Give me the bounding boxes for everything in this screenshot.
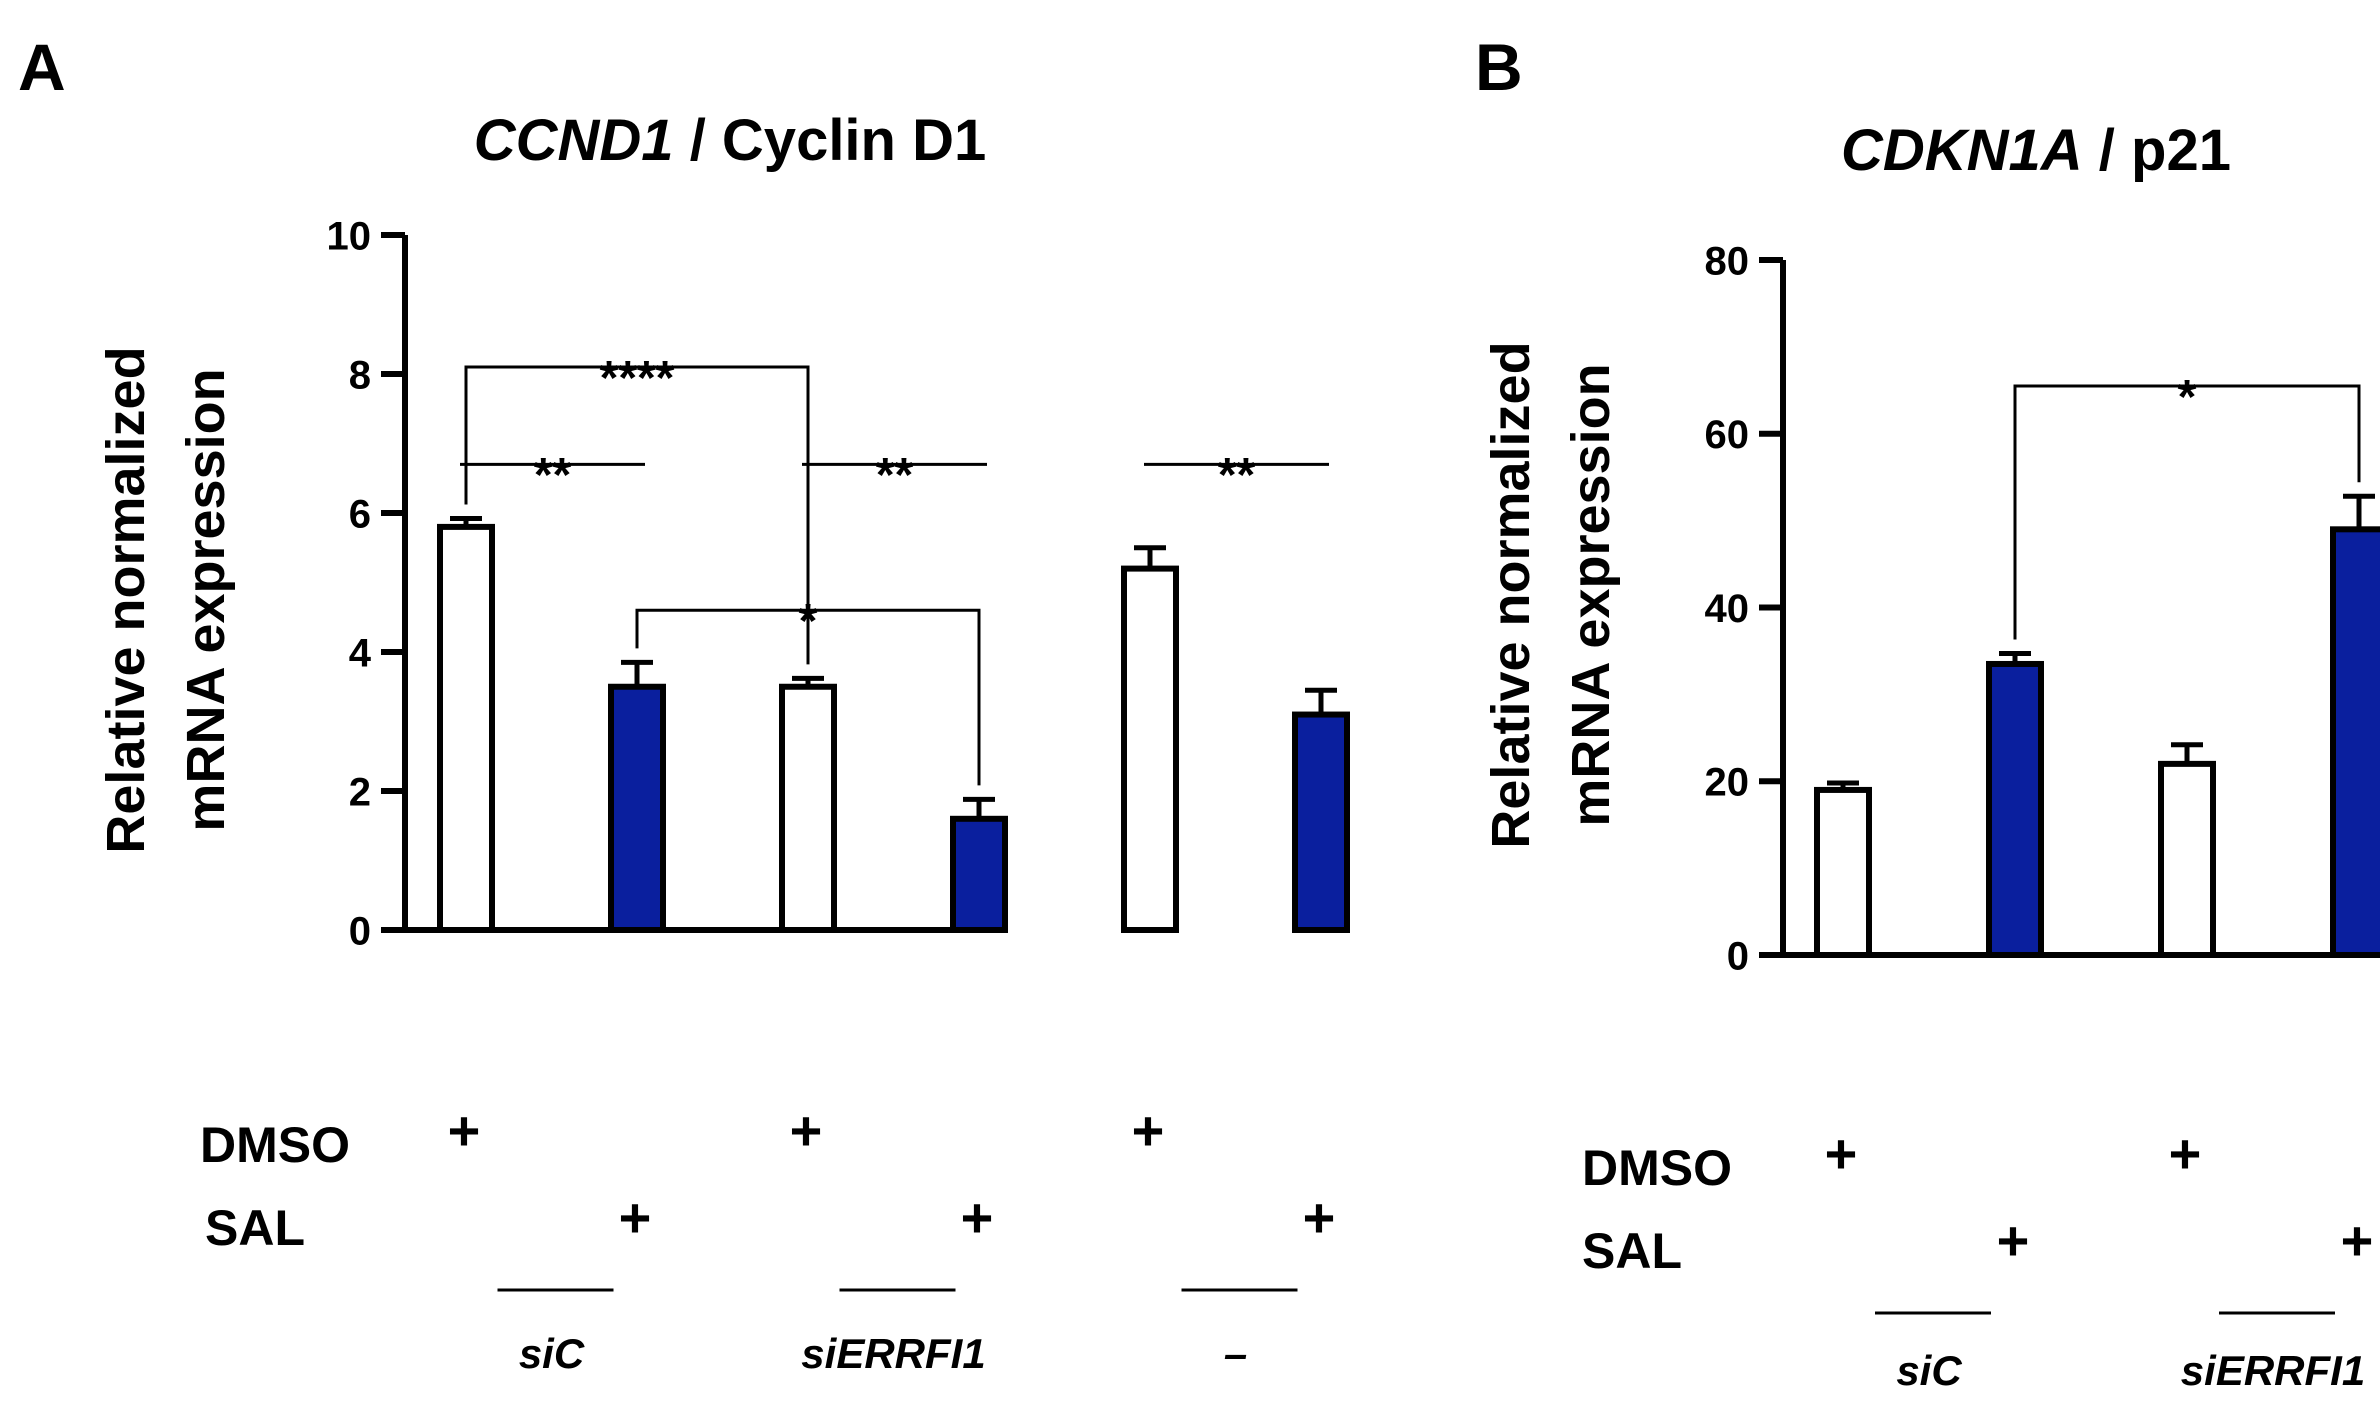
group-label: siC bbox=[519, 1330, 585, 1377]
significance-label: ** bbox=[534, 449, 572, 502]
panel-b: B CDKN1A / p21 Relative normalized mRNA exp… bbox=[1475, 30, 2380, 1394]
bar bbox=[779, 683, 837, 933]
sal-plus: + bbox=[961, 1186, 994, 1249]
y-tick-label: 60 bbox=[1705, 413, 1750, 457]
group-label: siERRFI1 bbox=[801, 1330, 985, 1377]
title-rest: / p21 bbox=[2083, 118, 2231, 183]
significance-label: ** bbox=[876, 449, 914, 502]
y-axis-label-line1: Relative normalized bbox=[96, 346, 156, 853]
bar bbox=[2330, 526, 2380, 958]
y-tick-label: 6 bbox=[349, 492, 371, 536]
significance-bracket bbox=[635, 608, 981, 786]
dmso-plus: + bbox=[1825, 1122, 1858, 1185]
sal-label: SAL bbox=[1582, 1223, 1682, 1279]
title-gene: CCND1 bbox=[474, 108, 674, 173]
bar bbox=[1292, 711, 1350, 933]
bar bbox=[608, 683, 666, 933]
sal-plus: + bbox=[1997, 1209, 2030, 1272]
sal-plus: + bbox=[619, 1186, 652, 1249]
chart-title: CCND1 / Cyclin D1 bbox=[474, 108, 986, 173]
bar bbox=[950, 815, 1008, 933]
group-label: siC bbox=[1896, 1347, 1962, 1394]
group-label: – bbox=[1224, 1330, 1247, 1377]
significance-label: **** bbox=[600, 352, 675, 405]
y-tick-label: 2 bbox=[349, 770, 371, 814]
bar bbox=[437, 523, 495, 934]
bar bbox=[1814, 786, 1872, 958]
y-axis-label-line1: Relative normalized bbox=[1481, 341, 1541, 848]
dmso-plus: + bbox=[790, 1099, 823, 1162]
panel-letter: B bbox=[1475, 30, 1523, 104]
group-label: siERRFI1 bbox=[2181, 1347, 2365, 1394]
y-tick-label: 10 bbox=[327, 214, 372, 258]
significance-bracket bbox=[464, 365, 810, 665]
bar bbox=[1121, 565, 1179, 933]
significance-label: * bbox=[2178, 371, 2197, 424]
title-rest: / Cyclin D1 bbox=[674, 108, 987, 173]
y-tick-label: 8 bbox=[349, 353, 371, 397]
dmso-plus: + bbox=[1132, 1099, 1165, 1162]
y-tick-label: 40 bbox=[1705, 587, 1750, 631]
y-axis-label-line2: mRNA expression bbox=[1561, 363, 1621, 826]
y-tick-label: 4 bbox=[349, 631, 372, 675]
bar bbox=[1986, 660, 2044, 958]
y-tick-label: 0 bbox=[349, 909, 371, 953]
chart-title: CDKN1A / p21 bbox=[1841, 118, 2231, 183]
panel-letter: A bbox=[18, 30, 66, 104]
sal-plus: + bbox=[2341, 1209, 2374, 1272]
dmso-label: DMSO bbox=[200, 1117, 350, 1173]
panel-a: A CCND1 / Cyclin D1 Relative normalized mRN… bbox=[18, 30, 1350, 1377]
sal-label: SAL bbox=[205, 1200, 305, 1256]
y-axis-label-line2: mRNA expression bbox=[176, 368, 236, 831]
dmso-plus: + bbox=[2169, 1122, 2202, 1185]
y-tick-label: 80 bbox=[1705, 239, 1750, 283]
sal-plus: + bbox=[1303, 1186, 1336, 1249]
bar bbox=[2158, 760, 2216, 958]
y-tick-label: 20 bbox=[1705, 761, 1750, 805]
dmso-label: DMSO bbox=[1582, 1140, 1732, 1196]
dmso-plus: + bbox=[448, 1099, 481, 1162]
significance-bracket bbox=[2013, 384, 2361, 640]
significance-label: ** bbox=[1218, 449, 1256, 502]
significance-label: * bbox=[799, 595, 818, 648]
y-tick-label: 0 bbox=[1727, 934, 1749, 978]
title-gene: CDKN1A bbox=[1841, 118, 2083, 183]
